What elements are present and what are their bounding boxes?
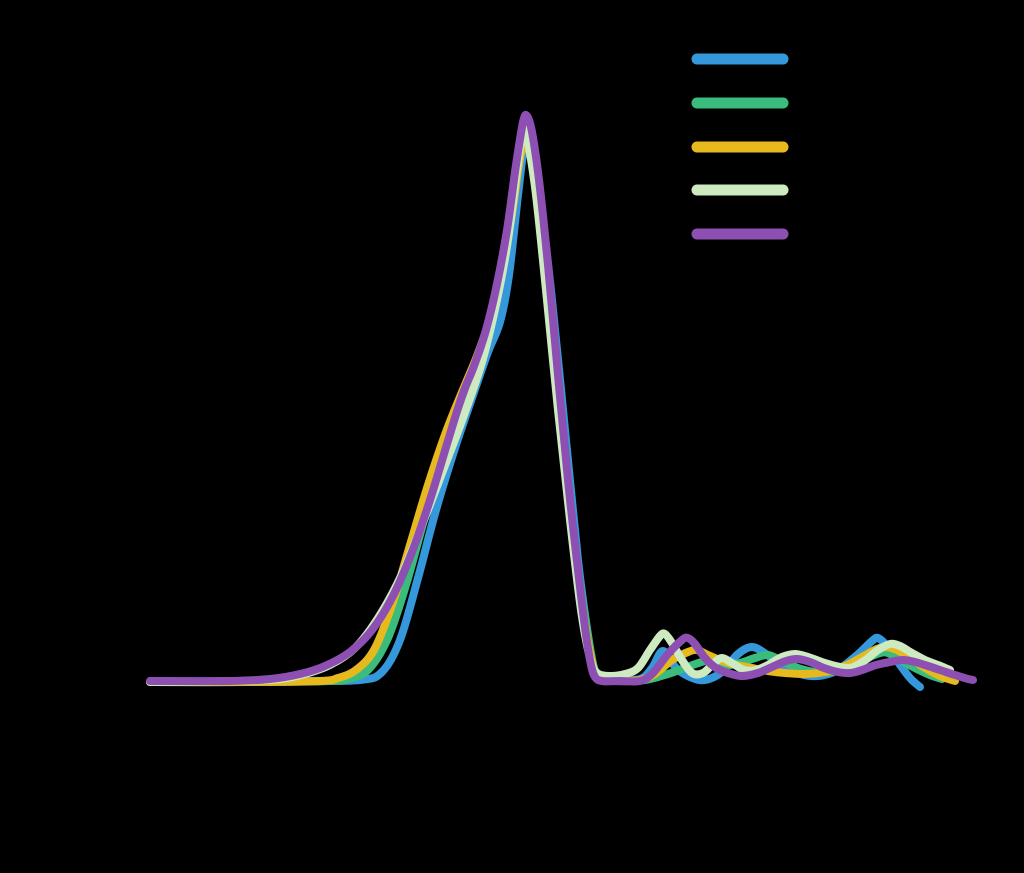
curve-purple	[146, 110, 977, 686]
legend	[691, 53, 789, 240]
curves-group	[146, 110, 977, 691]
